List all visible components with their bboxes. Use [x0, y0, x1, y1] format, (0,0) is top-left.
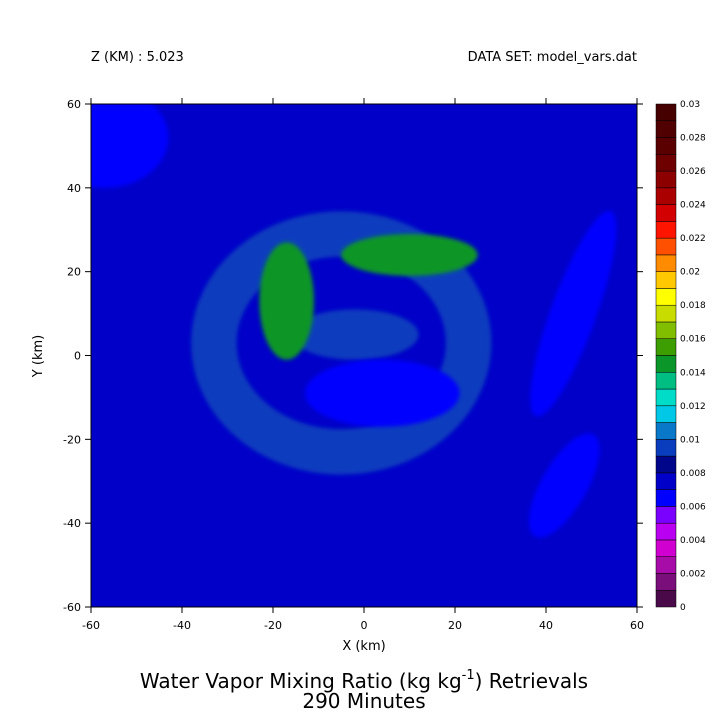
colorbar-swatch — [655, 170, 677, 189]
colorbar-swatch — [655, 472, 677, 490]
field-dry-streak-e — [530, 210, 617, 417]
chart-title: Water Vapor Mixing Ratio (kg kg-1) Retri… — [140, 668, 588, 693]
field-moist-band-north — [341, 233, 478, 276]
field-dry-corner-nw — [91, 104, 169, 188]
colorbar-swatch — [655, 271, 677, 289]
colorbar-swatch — [655, 522, 677, 541]
x-axis-label: X (km) — [342, 639, 385, 654]
mixing-ratio-field — [91, 104, 637, 607]
field-moist-band-west — [259, 242, 314, 360]
x-tick-label: 60 — [630, 619, 644, 632]
x-tick-label: 0 — [361, 619, 368, 632]
colorbar-tick-label: 0.01 — [680, 435, 700, 445]
x-tick-label: -40 — [173, 619, 191, 632]
y-tick-label: -40 — [63, 517, 81, 530]
colorbar-swatch — [655, 439, 677, 457]
field-ring-core — [191, 211, 492, 475]
colorbar-swatch — [655, 388, 677, 407]
y-tick-label: -20 — [63, 433, 81, 446]
colorbar-swatch — [655, 338, 677, 356]
chart-title-suffix: ) Retrievals — [475, 669, 588, 693]
z-level-label: Z (KM) : 5.023 — [91, 50, 184, 65]
colorbar-swatch — [655, 154, 677, 172]
plot-area: -60 -40 -20 0 20 40 60 -60 -40 -20 0 20 40 60 — [63, 98, 644, 632]
colorbar-tick-label: 0 — [680, 603, 686, 613]
axis-ticks: -60 -40 -20 0 20 40 60 -60 -40 -20 0 20 40 60 — [63, 98, 644, 632]
colorbar-swatch — [655, 304, 677, 323]
dataset-label: DATA SET: model_vars.dat — [468, 50, 637, 65]
y-tick-label: 20 — [67, 266, 81, 279]
colorbar-tick-label: 0.018 — [680, 301, 706, 311]
colorbar-swatch — [655, 237, 677, 256]
field-dry-eye — [304, 359, 460, 427]
chart-title-superscript: -1 — [462, 668, 475, 683]
chart-subtitle: 290 Minutes — [302, 689, 425, 713]
colorbar-tick-label: 0.016 — [680, 335, 706, 345]
colorbar-tick-label: 0.002 — [680, 569, 706, 579]
colorbar-tick-label: 0.028 — [680, 134, 706, 144]
colorbar-swatch — [655, 355, 677, 373]
colorbar-swatch — [655, 455, 677, 474]
colorbar-swatch — [655, 187, 677, 205]
field-inner-ring — [291, 309, 419, 360]
colorbar-tick-label: 0.004 — [680, 536, 706, 546]
colorbar-swatch — [655, 573, 677, 591]
chart-title-main: Water Vapor Mixing Ratio (kg kg — [140, 669, 462, 693]
colorbar-swatch — [655, 103, 677, 122]
x-tick-label: 20 — [448, 619, 462, 632]
colorbar-tick-label: 0.03 — [680, 100, 700, 110]
colorbar-swatch — [655, 506, 677, 524]
colorbar-swatch — [655, 556, 677, 574]
colorbar-swatch — [655, 221, 677, 239]
colorbar: 0 0.002 0.004 0.006 0.008 0.01 0.012 0.014 0.016… — [655, 100, 706, 613]
colorbar-swatch — [655, 288, 677, 306]
colorbar-swatch — [655, 422, 677, 440]
colorbar-tick-label: 0.012 — [680, 402, 706, 412]
colorbar-swatch — [655, 137, 677, 155]
colorbar-swatch — [655, 405, 677, 423]
colorbar-tick-label: 0.024 — [680, 201, 706, 211]
colorbar-swatch — [655, 204, 677, 222]
colorbar-swatch — [655, 539, 677, 557]
y-tick-label: 0 — [74, 350, 81, 363]
x-tick-label: -20 — [264, 619, 282, 632]
colorbar-swatch — [655, 589, 677, 608]
colorbar-tick-label: 0.02 — [680, 268, 700, 278]
colorbar-swatch — [655, 489, 677, 507]
x-tick-label: -60 — [82, 619, 100, 632]
field-dry-streak-se — [528, 433, 600, 538]
x-tick-label: 40 — [539, 619, 553, 632]
colorbar-swatch — [655, 254, 677, 272]
y-axis-label: Y (km) — [31, 335, 46, 378]
y-tick-label: 60 — [67, 98, 81, 111]
colorbar-tick-label: 0.014 — [680, 368, 706, 378]
y-tick-label: 40 — [67, 182, 81, 195]
colorbar-swatch — [655, 120, 677, 138]
y-tick-label: -60 — [63, 601, 81, 614]
colorbar-tick-label: 0.026 — [680, 167, 706, 177]
colorbar-swatch — [655, 321, 677, 339]
colorbar-tick-label: 0.006 — [680, 502, 706, 512]
colorbar-swatch — [655, 372, 677, 390]
colorbar-tick-label: 0.022 — [680, 234, 706, 244]
colorbar-tick-label: 0.008 — [680, 469, 706, 479]
